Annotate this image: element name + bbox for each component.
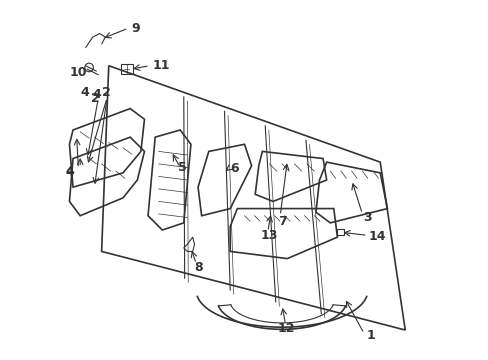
Text: 8: 8 xyxy=(194,261,203,274)
Text: 12: 12 xyxy=(277,322,294,335)
Text: 3: 3 xyxy=(363,211,371,224)
Text: 4: 4 xyxy=(66,165,75,177)
Text: 5: 5 xyxy=(178,161,187,174)
Text: 14: 14 xyxy=(368,230,386,243)
Text: 4: 4 xyxy=(93,88,101,101)
Text: 6: 6 xyxy=(230,162,238,175)
Text: 11: 11 xyxy=(152,59,169,72)
Text: 4: 4 xyxy=(80,86,89,99)
Text: 7: 7 xyxy=(278,215,286,228)
Text: 10: 10 xyxy=(69,66,87,79)
Text: 1: 1 xyxy=(366,329,375,342)
Text: 2: 2 xyxy=(102,86,110,99)
Bar xyxy=(337,229,343,235)
Text: 4: 4 xyxy=(66,166,75,179)
Text: 13: 13 xyxy=(260,229,277,242)
Text: 9: 9 xyxy=(131,22,139,35)
Text: 2: 2 xyxy=(91,92,100,105)
